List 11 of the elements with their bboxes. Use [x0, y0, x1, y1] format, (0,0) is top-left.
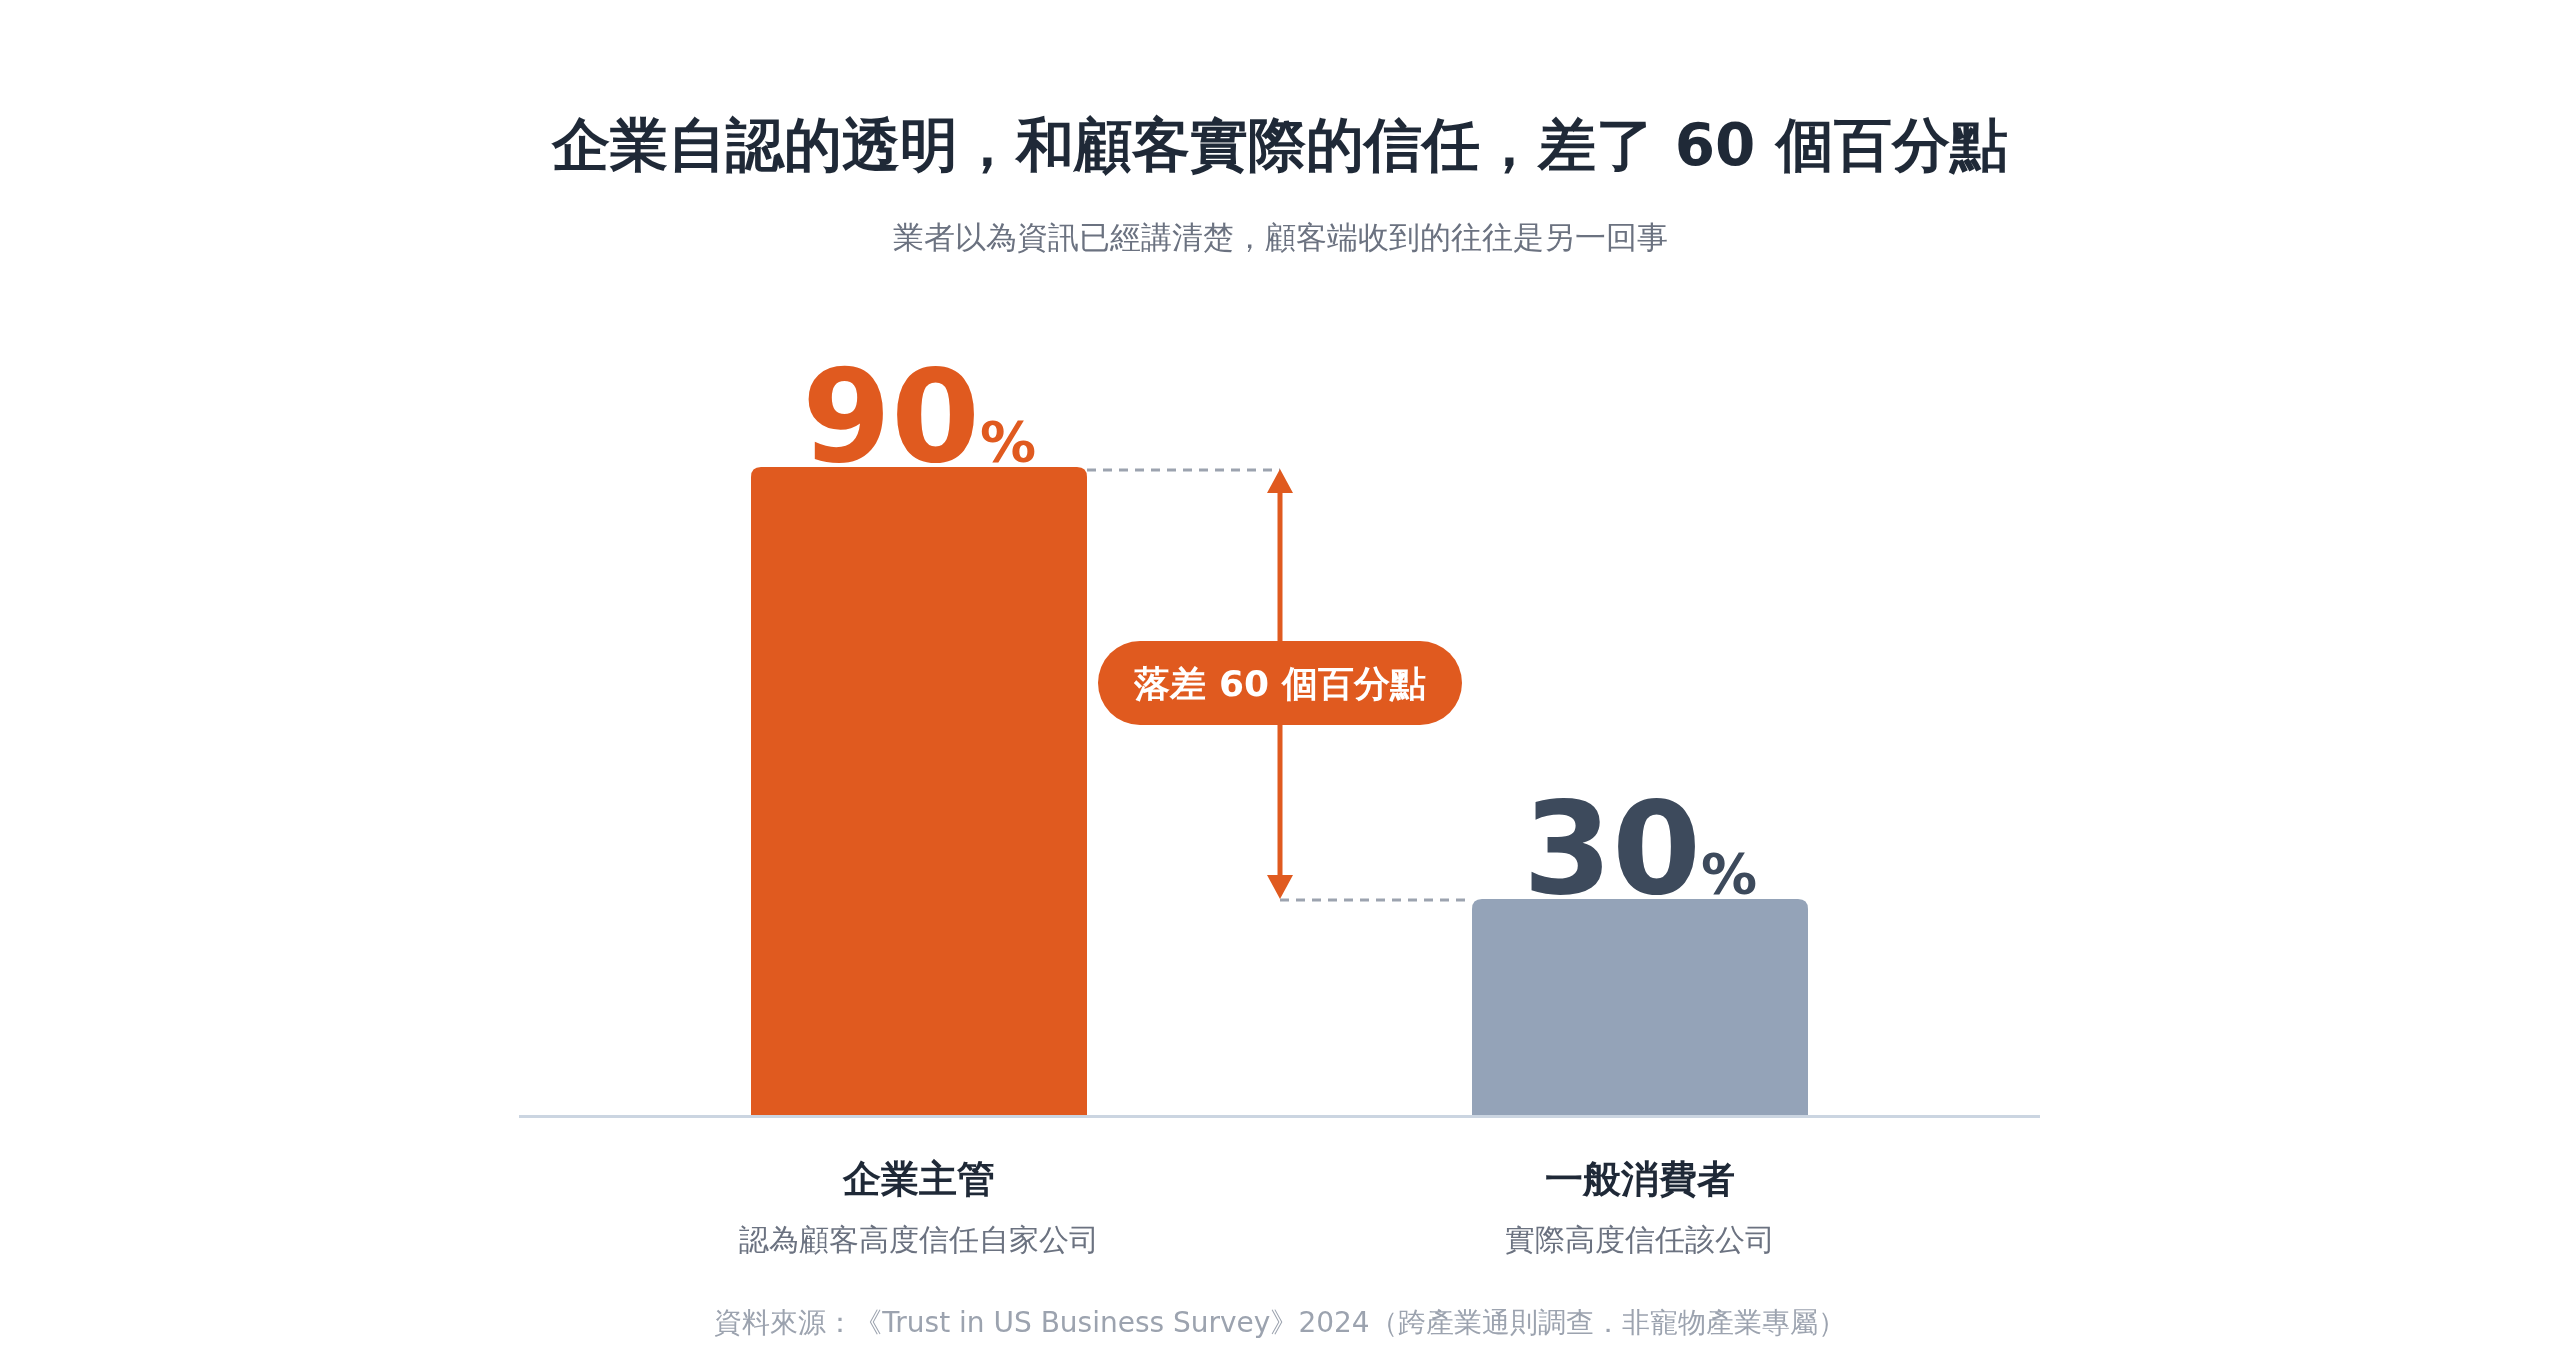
text: 認為顧客高度信任自家公司 [739, 1222, 1099, 1257]
annotation: 落差 60 個百分點 [1133, 663, 1426, 704]
data-label: 30% [1522, 774, 1758, 923]
gap-label: 落差 60 個百分點 [1098, 641, 1462, 725]
x-tick-label: 企業主管 [842, 1157, 995, 1201]
chart-title: 企業自認的透明，和顧客實際的信任，差了 60 個百分點 [551, 111, 2008, 179]
chart-subtitle: 業者以為資訊已經講清楚，顧客端收到的往往是另一回事 [892, 219, 1668, 255]
source-note: 資料來源：《Trust in US Business Survey》2024（跨產業通則調查．非寵物產業專屬） [714, 1306, 1846, 1339]
data-label: 90% [801, 342, 1037, 491]
x-tick-label: 一般消費者 [1545, 1157, 1735, 1201]
text: 實際高度信任該公司 [1505, 1222, 1775, 1257]
